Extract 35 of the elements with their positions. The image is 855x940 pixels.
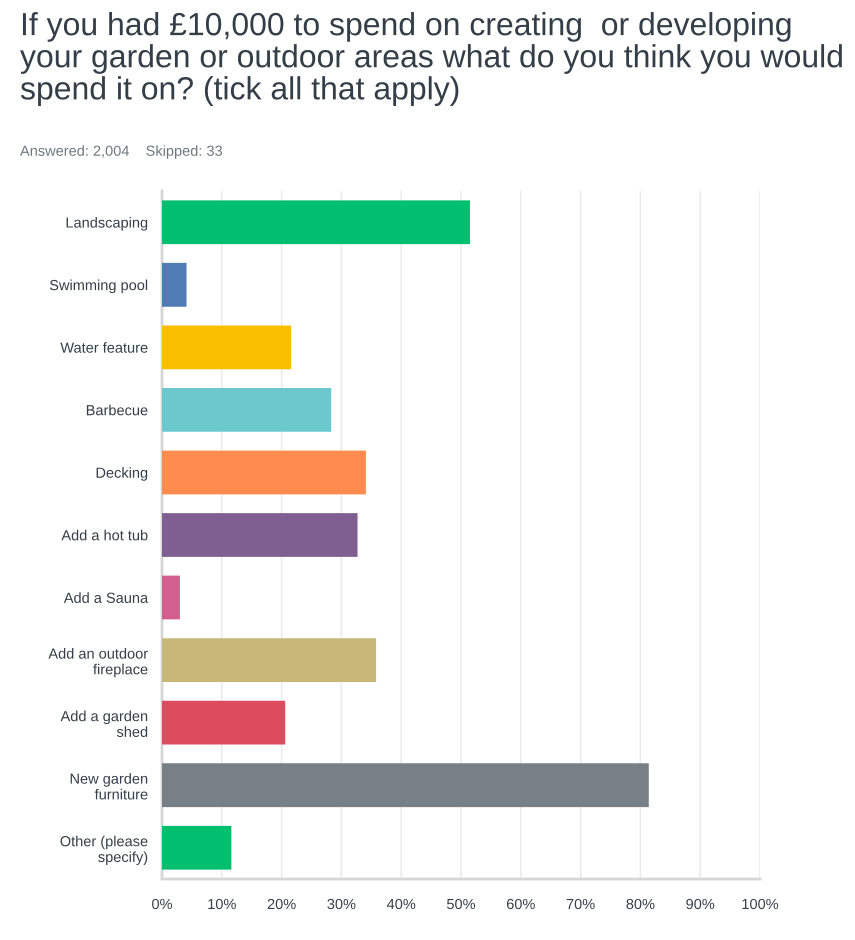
y-tick-label: Other (please specify) — [60, 836, 148, 865]
bar — [162, 576, 180, 620]
bar — [162, 826, 232, 870]
bar — [162, 200, 470, 244]
y-tick-label: Add a garden shed — [60, 710, 148, 737]
x-tick-label: 50% — [446, 898, 476, 910]
x-tick-label: 20% — [268, 898, 296, 910]
y-tick-label: Water feature — [60, 342, 148, 353]
y-tick-label: Add a Sauna — [64, 592, 148, 603]
x-tick-label: 60% — [506, 898, 535, 910]
y-tick-label: Decking — [96, 467, 148, 481]
x-tick-label: 0% — [152, 898, 172, 910]
y-tick-label: Swimming pool — [50, 280, 148, 294]
bar — [162, 325, 292, 370]
y-tick-label: New garden furniture — [70, 773, 148, 800]
bar — [162, 262, 187, 307]
x-tick-label: 10% — [208, 898, 236, 910]
y-tick-label: Barbecue — [86, 404, 148, 416]
y-tick-label: Landscaping — [66, 216, 148, 231]
y-tick-label: Add an outdoor fireplace — [48, 648, 148, 678]
bar — [162, 450, 366, 494]
bar — [162, 638, 376, 682]
chart-subtitle: Answered: 2,004 Skipped: 33 — [20, 145, 222, 159]
bar — [162, 513, 358, 557]
x-tick-label: 30% — [327, 898, 356, 910]
x-tick-label: 40% — [386, 898, 416, 910]
x-tick-label: 80% — [626, 898, 654, 910]
x-tick-label: 70% — [566, 898, 595, 910]
x-tick-label: 90% — [686, 898, 714, 910]
y-tick-label: Add a hot tub — [61, 530, 148, 540]
x-tick-label: 100% — [742, 898, 778, 910]
bar — [162, 700, 286, 745]
bar — [162, 388, 332, 432]
bar — [162, 763, 649, 808]
chart-title: If you had £10,000 to spend on creating or developing your garden or outdoor areas what do you think you would spend it on? (tick all that apply) — [20, 12, 842, 106]
